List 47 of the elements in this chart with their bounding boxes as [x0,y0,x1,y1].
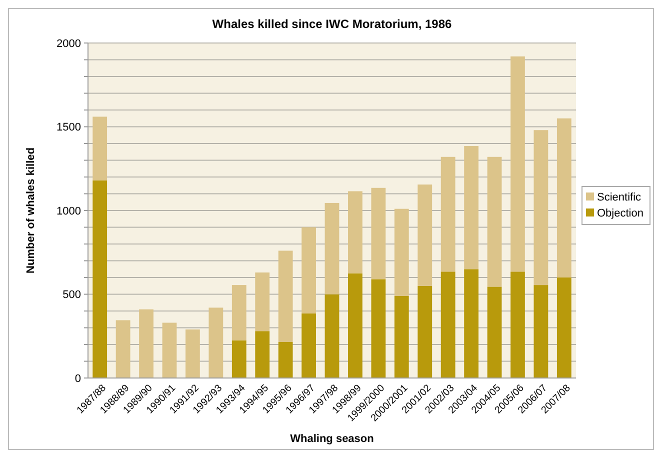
bar [556,278,572,378]
bar [139,309,154,378]
x-axis-title: Whaling season [290,433,374,445]
y-tick-label: 500 [62,289,81,302]
bar [162,322,177,378]
bar [92,116,108,180]
bar [186,329,200,378]
bar [348,191,362,274]
bar [348,273,362,378]
legend-label: Scientific [597,191,642,204]
bar [418,184,432,286]
bar [394,208,409,296]
y-tick-label: 1000 [56,205,81,218]
legend-label: Objection [597,207,644,220]
chart-title: Whales killed since IWC Moratorium, 1986 [212,17,452,31]
y-tick-label: 0 [74,372,81,385]
bar [371,188,386,280]
bar [464,269,478,378]
bar [534,285,548,378]
bar [324,294,340,378]
bar [510,272,525,378]
bar [394,296,409,378]
bar [302,314,316,378]
bar [278,342,293,378]
bar [255,331,270,378]
bar [487,286,502,378]
y-tick-label: 1500 [56,122,81,134]
bar [232,340,246,378]
bar [92,180,108,378]
y-axis-title: Number of whales killed [25,148,37,274]
bar [440,156,456,272]
bar [556,118,572,278]
bar [232,285,246,340]
bar [534,130,548,286]
bar [371,279,386,378]
bar [487,156,502,287]
bar [208,308,224,378]
bar [418,286,432,378]
bar [278,250,293,342]
bar [302,227,316,314]
y-tick-label: 2000 [56,38,81,50]
bar [116,320,130,378]
bar [464,146,478,270]
bar [510,56,525,272]
bar [255,272,270,332]
bar [440,272,456,378]
bar [324,202,340,294]
